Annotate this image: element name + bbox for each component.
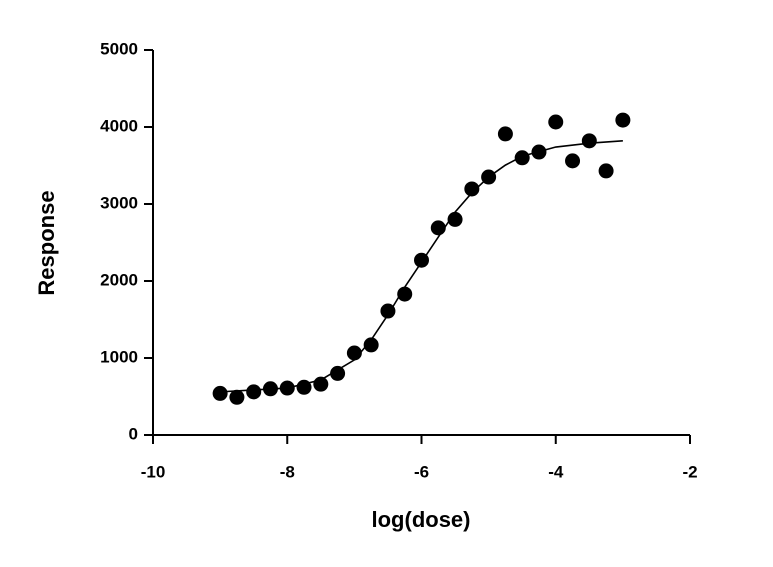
x-tick-label: -2 bbox=[682, 462, 697, 481]
data-point bbox=[598, 163, 614, 179]
data-point bbox=[464, 181, 480, 197]
data-point bbox=[581, 133, 597, 149]
data-point bbox=[548, 114, 564, 130]
x-tick-label: -8 bbox=[280, 462, 295, 481]
data-point bbox=[397, 286, 413, 302]
data-point bbox=[346, 345, 362, 361]
x-tick-label: -10 bbox=[141, 462, 166, 481]
y-tick-label: 3000 bbox=[100, 193, 138, 212]
data-point bbox=[363, 337, 379, 353]
data-point bbox=[279, 380, 295, 396]
y-tick-label: 4000 bbox=[100, 116, 138, 135]
data-point bbox=[296, 379, 312, 395]
data-point bbox=[531, 144, 547, 160]
x-axis-title: log(dose) bbox=[372, 507, 471, 532]
data-point bbox=[481, 169, 497, 185]
y-axis-title: Response bbox=[34, 190, 59, 295]
x-tick-label: -6 bbox=[414, 462, 429, 481]
data-point bbox=[430, 220, 446, 236]
data-point bbox=[615, 112, 631, 128]
data-point bbox=[447, 211, 463, 227]
y-tick-label: 1000 bbox=[100, 347, 138, 366]
data-point bbox=[262, 381, 278, 397]
data-point bbox=[313, 376, 329, 392]
y-tick-label: 0 bbox=[129, 424, 138, 443]
data-point bbox=[246, 384, 262, 400]
data-point bbox=[330, 365, 346, 381]
data-point bbox=[229, 389, 245, 405]
data-point bbox=[414, 252, 429, 268]
data-point bbox=[497, 126, 513, 142]
data-point bbox=[212, 385, 228, 401]
x-tick-label: -4 bbox=[548, 462, 564, 481]
data-point bbox=[565, 153, 581, 169]
y-tick-label: 5000 bbox=[100, 39, 138, 58]
y-tick-label: 2000 bbox=[100, 270, 138, 289]
data-point bbox=[380, 303, 396, 319]
data-point bbox=[514, 150, 530, 166]
